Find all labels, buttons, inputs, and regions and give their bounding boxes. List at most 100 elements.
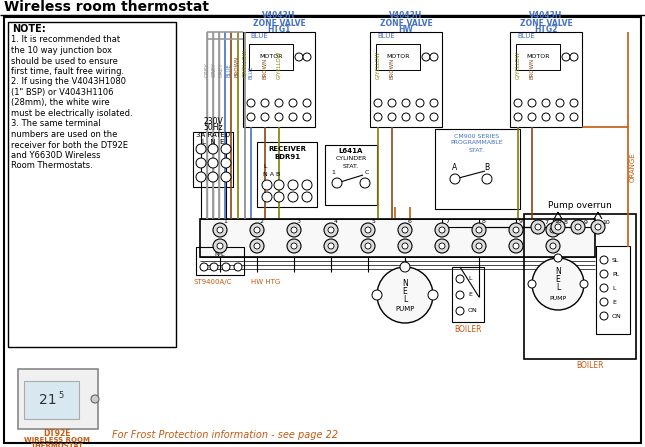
Bar (524, 214, 636, 359)
Text: G/YELLOW: G/YELLOW (277, 51, 281, 79)
Text: STAT.: STAT. (343, 164, 359, 169)
Text: BOILER: BOILER (454, 325, 482, 333)
Circle shape (556, 99, 564, 107)
Circle shape (600, 256, 608, 264)
Circle shape (509, 223, 523, 237)
Text: N: N (402, 278, 408, 287)
Text: MOTOR: MOTOR (259, 55, 283, 59)
Text: BLUE: BLUE (517, 33, 535, 39)
Circle shape (250, 239, 264, 253)
Text: numbers are used on the: numbers are used on the (11, 130, 117, 139)
Text: 3: 3 (297, 219, 301, 224)
Bar (8, 22, 176, 347)
Circle shape (208, 172, 218, 182)
Circle shape (513, 243, 519, 249)
Text: BOILER: BOILER (576, 362, 604, 371)
Circle shape (439, 227, 445, 233)
Circle shape (262, 180, 272, 190)
Circle shape (274, 192, 284, 202)
Text: G/YELLOW: G/YELLOW (515, 51, 521, 79)
Circle shape (360, 178, 370, 188)
Circle shape (208, 144, 218, 154)
Text: L: L (263, 164, 266, 169)
Text: 8: 8 (482, 219, 486, 224)
Circle shape (196, 158, 206, 168)
Circle shape (374, 113, 382, 121)
Text: E: E (402, 287, 408, 295)
Text: V4043H: V4043H (390, 12, 422, 21)
Text: BROWN: BROWN (530, 58, 535, 79)
Text: WIRELESS ROOM: WIRELESS ROOM (24, 437, 90, 443)
Circle shape (551, 220, 565, 234)
Bar (376, 44, 420, 70)
Circle shape (476, 227, 482, 233)
Text: first time, fault free wiring.: first time, fault free wiring. (11, 67, 124, 76)
Circle shape (213, 239, 227, 253)
Circle shape (456, 307, 464, 315)
Circle shape (275, 113, 283, 121)
Text: 9: 9 (584, 219, 588, 224)
Text: MOTOR: MOTOR (386, 55, 410, 59)
Bar (24, 381, 79, 419)
Text: 50Hz: 50Hz (203, 123, 223, 132)
Circle shape (261, 99, 269, 107)
Text: must be electrically isolated.: must be electrically isolated. (11, 109, 133, 118)
Circle shape (196, 144, 206, 154)
Circle shape (377, 267, 433, 323)
Text: BROWN: BROWN (390, 58, 395, 79)
Circle shape (428, 290, 438, 300)
Circle shape (291, 227, 297, 233)
Circle shape (361, 223, 375, 237)
Text: GREY: GREY (204, 63, 210, 77)
Circle shape (435, 239, 449, 253)
Circle shape (528, 99, 536, 107)
Text: G/YELLOW: G/YELLOW (375, 51, 381, 79)
Circle shape (365, 227, 371, 233)
Bar (370, 32, 442, 127)
Text: ON: ON (468, 308, 478, 313)
Text: L: L (468, 277, 471, 282)
Circle shape (247, 113, 255, 121)
Text: (1" BSP) or V4043H1106: (1" BSP) or V4043H1106 (11, 88, 114, 97)
Text: ST9400A/C: ST9400A/C (194, 279, 232, 285)
Bar (325, 145, 377, 205)
Text: DT92E: DT92E (43, 430, 71, 439)
Text: 5: 5 (371, 219, 375, 224)
Text: V4043H: V4043H (530, 12, 562, 21)
Circle shape (600, 284, 608, 292)
Text: HTG1: HTG1 (267, 25, 291, 34)
Text: the 10 way junction box: the 10 way junction box (11, 46, 112, 55)
Text: Room Thermostats.: Room Thermostats. (11, 161, 93, 170)
Circle shape (570, 53, 578, 61)
Circle shape (221, 144, 231, 154)
Circle shape (416, 99, 424, 107)
Circle shape (430, 113, 438, 121)
Circle shape (402, 99, 410, 107)
Circle shape (303, 53, 311, 61)
Text: N: N (555, 267, 561, 277)
Circle shape (435, 223, 449, 237)
Circle shape (217, 243, 223, 249)
Circle shape (513, 227, 519, 233)
Circle shape (571, 220, 585, 234)
Circle shape (472, 223, 486, 237)
Circle shape (303, 99, 311, 107)
Text: ON: ON (612, 313, 622, 319)
Text: L: L (403, 295, 407, 304)
Circle shape (416, 113, 424, 121)
Text: 8: 8 (564, 219, 568, 224)
Circle shape (600, 312, 608, 320)
Text: B: B (484, 163, 490, 172)
Circle shape (289, 113, 297, 121)
Circle shape (332, 178, 342, 188)
Text: 1: 1 (331, 170, 335, 176)
Circle shape (430, 99, 438, 107)
Text: 4: 4 (334, 219, 338, 224)
Circle shape (287, 223, 301, 237)
Text: V4043H: V4043H (263, 12, 295, 21)
Text: STAT.: STAT. (469, 148, 485, 152)
Text: For Frost Protection information - see page 22: For Frost Protection information - see p… (112, 430, 338, 440)
Text: BLUE: BLUE (377, 33, 395, 39)
Circle shape (542, 113, 550, 121)
Circle shape (450, 174, 460, 184)
